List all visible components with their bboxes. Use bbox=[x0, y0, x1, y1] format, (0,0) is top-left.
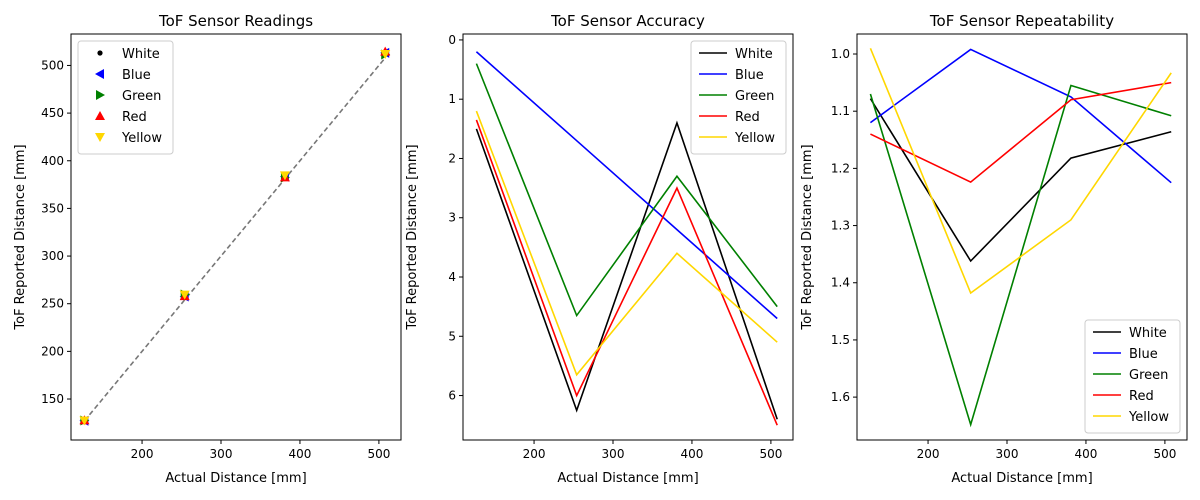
plot-area bbox=[869, 47, 1172, 428]
y-tick-label: 250 bbox=[41, 297, 64, 311]
chart-title: ToF Sensor Readings bbox=[158, 12, 313, 30]
legend-label: Green bbox=[122, 89, 161, 104]
plot-frame bbox=[462, 33, 794, 441]
legend-label: Red bbox=[122, 110, 147, 125]
chart-panel-2: ToF Sensor Accuracy 200 300 400 500 0 1 2 3 4 5 6 Ac… bbox=[405, 12, 794, 486]
chart-panel-1: ToF Sensor Readings 200 300 400 500 150 200 250… bbox=[13, 12, 402, 486]
x-tick-label: 300 bbox=[210, 447, 233, 461]
y-axis-label: ToF Reported Distance [mm] bbox=[405, 144, 420, 330]
legend-swatch bbox=[96, 90, 105, 100]
legend-label: White bbox=[122, 47, 160, 62]
y-tick-label: 200 bbox=[41, 344, 64, 358]
legend-box bbox=[1084, 319, 1181, 434]
data-point-yellow bbox=[179, 290, 190, 300]
x-axis-label: Actual Distance [mm] bbox=[951, 471, 1092, 486]
legend-label: White bbox=[1129, 326, 1167, 341]
y-tick-label: 1 bbox=[448, 92, 456, 106]
x-tick-label: 400 bbox=[288, 447, 311, 461]
y-tick-label: 150 bbox=[41, 392, 64, 406]
y-tick-label: 350 bbox=[41, 201, 64, 215]
series-line-white bbox=[475, 120, 778, 420]
series-line-yellow bbox=[869, 47, 1172, 295]
x-tick-label: 400 bbox=[1074, 447, 1097, 461]
legend-swatch bbox=[95, 111, 105, 120]
series-line-green bbox=[475, 63, 778, 318]
y-tick-label: 1.0 bbox=[831, 47, 850, 61]
plot-frame bbox=[856, 33, 1188, 441]
legend-label: Yellow bbox=[734, 131, 775, 146]
plot-area bbox=[79, 46, 391, 426]
legend: White Blue Green Red Yellow bbox=[77, 40, 174, 155]
y-tick-label: 3 bbox=[448, 211, 456, 225]
chart-title: ToF Sensor Repeatability bbox=[929, 12, 1114, 30]
y-tick-label: 1.2 bbox=[831, 161, 850, 175]
x-axis-label: Actual Distance [mm] bbox=[557, 471, 698, 486]
y-tick-label: 5 bbox=[448, 329, 456, 343]
series-line-red bbox=[475, 119, 778, 426]
x-tick-label: 300 bbox=[996, 447, 1019, 461]
legend-label: Blue bbox=[1129, 347, 1158, 362]
legend-label: Green bbox=[735, 89, 774, 104]
y-tick-label: 2 bbox=[448, 151, 456, 165]
legend: White Blue Green Red Yellow bbox=[1084, 319, 1181, 434]
legend-label: White bbox=[735, 47, 773, 62]
series-line-white bbox=[869, 98, 1172, 263]
series-line-green bbox=[869, 84, 1172, 428]
chart-title: ToF Sensor Accuracy bbox=[550, 12, 705, 30]
legend-box bbox=[690, 40, 787, 155]
chart-panel-3: ToF Sensor Repeatability 200 300 400 500 1.0 1… bbox=[800, 12, 1188, 486]
y-tick-label: 0 bbox=[448, 33, 456, 47]
series-line-blue bbox=[475, 51, 778, 320]
y-tick-label: 400 bbox=[41, 154, 64, 168]
x-tick-label: 400 bbox=[680, 447, 703, 461]
legend-label: Red bbox=[735, 110, 760, 125]
y-tick-label: 1.5 bbox=[831, 333, 850, 347]
legend-label: Blue bbox=[735, 68, 764, 83]
data-point-yellow bbox=[79, 416, 90, 426]
y-tick-label: 300 bbox=[41, 249, 64, 263]
legend-label: Yellow bbox=[121, 131, 162, 146]
y-axis-label: ToF Reported Distance [mm] bbox=[13, 144, 28, 330]
y-tick-label: 1.3 bbox=[831, 219, 850, 233]
legend-label: Green bbox=[1129, 368, 1168, 383]
x-tick-label: 500 bbox=[1153, 447, 1176, 461]
legend: White Blue Green Red Yellow bbox=[690, 40, 787, 155]
legend-swatch bbox=[97, 50, 103, 56]
data-point-yellow bbox=[380, 50, 391, 60]
y-axis-label: ToF Reported Distance [mm] bbox=[800, 144, 815, 330]
y-tick-label: 500 bbox=[41, 58, 64, 72]
x-tick-label: 200 bbox=[131, 447, 154, 461]
legend-swatch bbox=[95, 133, 105, 142]
y-tick-label: 6 bbox=[448, 389, 456, 403]
y-tick-label: 4 bbox=[448, 270, 456, 284]
x-tick-label: 500 bbox=[367, 447, 390, 461]
plot-frame bbox=[70, 33, 402, 441]
series-line-red bbox=[870, 81, 1172, 184]
reference-line bbox=[83, 57, 386, 422]
x-tick-label: 200 bbox=[917, 447, 940, 461]
legend-label: Yellow bbox=[1128, 410, 1169, 425]
x-tick-label: 300 bbox=[602, 447, 625, 461]
y-tick-label: 1.1 bbox=[831, 104, 850, 118]
legend-label: Blue bbox=[122, 68, 151, 83]
y-tick-label: 450 bbox=[41, 106, 64, 120]
x-tick-label: 500 bbox=[759, 447, 782, 461]
y-tick-label: 1.4 bbox=[831, 276, 850, 290]
series-line-yellow bbox=[475, 110, 778, 377]
series-line-blue bbox=[869, 48, 1172, 184]
data-point-yellow bbox=[279, 171, 290, 181]
x-tick-label: 200 bbox=[523, 447, 546, 461]
legend-swatch bbox=[95, 69, 104, 79]
x-axis-label: Actual Distance [mm] bbox=[165, 471, 306, 486]
legend-box bbox=[77, 40, 174, 155]
y-tick-label: 1.6 bbox=[831, 390, 850, 404]
plot-area bbox=[475, 51, 778, 426]
legend-label: Red bbox=[1129, 389, 1154, 404]
